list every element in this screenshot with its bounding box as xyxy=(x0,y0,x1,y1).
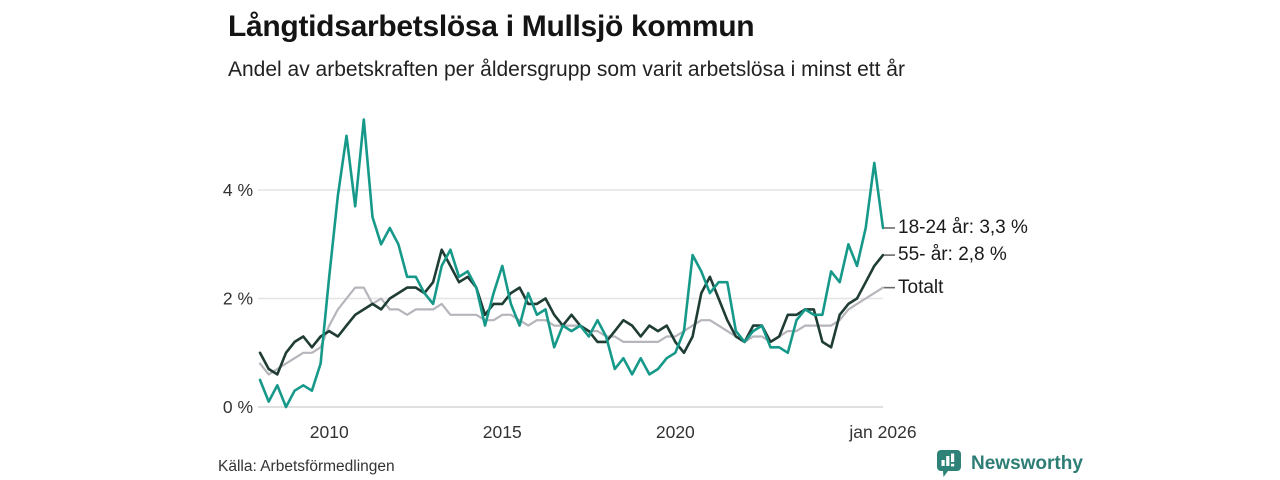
legend-label-18-24: 18-24 år: 3,3 % xyxy=(898,216,1028,238)
chart-subtitle: Andel av arbetskraften per åldersgrupp s… xyxy=(228,58,905,81)
legend-label-total: Totalt xyxy=(898,276,944,298)
newsworthy-bars-icon xyxy=(936,449,962,478)
brand-name: Newsworthy xyxy=(971,452,1083,474)
brand-logo: Newsworthy xyxy=(936,449,1083,478)
line-series-55-r xyxy=(258,248,885,376)
legend-label-55plus: 55- år: 2,8 % xyxy=(898,244,1007,266)
source-note: Källa: Arbetsförmedlingen xyxy=(218,458,395,475)
line-series-18-24-r xyxy=(258,118,885,409)
x-axis-label-2020: 2020 xyxy=(656,422,695,442)
page-title: Långtidsarbetslösa i Mullsjö kommun xyxy=(228,10,755,43)
y-axis-label-0: 0 % xyxy=(223,397,253,417)
x-axis-label-2010: 2010 xyxy=(310,422,349,442)
y-axis-label-2: 2 % xyxy=(223,289,253,309)
y-axis-label-4: 4 % xyxy=(223,180,253,200)
x-axis-label-2015: 2015 xyxy=(483,422,522,442)
x-axis-label-jan-2026: jan 2026 xyxy=(848,422,916,442)
